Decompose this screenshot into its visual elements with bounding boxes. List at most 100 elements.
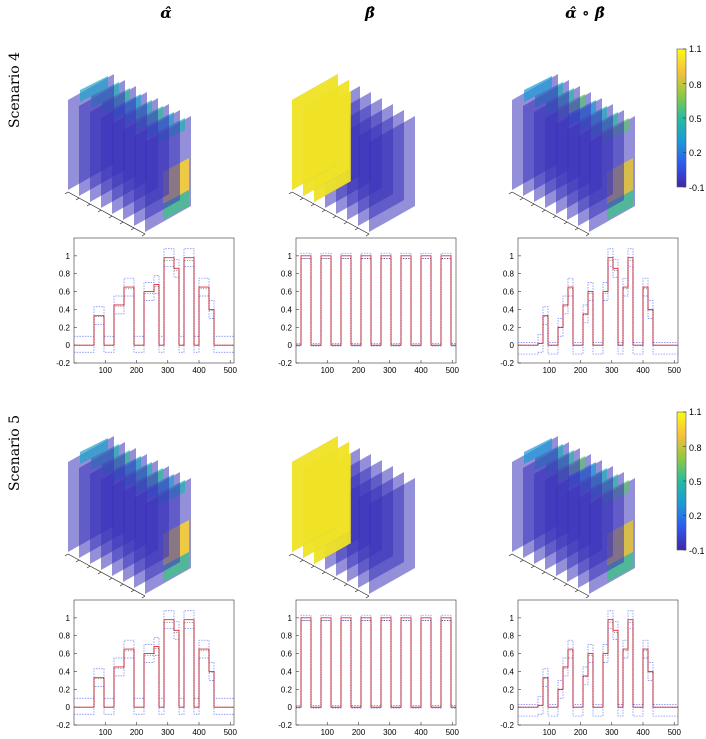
x-tick-label: 200 bbox=[130, 366, 144, 375]
slice bbox=[68, 74, 114, 190]
x-tick-label: 400 bbox=[414, 728, 428, 737]
colorbar-1-tick-4: -0.1 bbox=[689, 183, 705, 193]
y-tick-label: 0.8 bbox=[503, 632, 515, 641]
y-tick-label: 0 bbox=[288, 703, 293, 712]
y-tick-label: -0.2 bbox=[500, 721, 514, 730]
y-tick-label: 0.2 bbox=[59, 323, 71, 332]
x-tick-label: 200 bbox=[130, 728, 144, 737]
y-tick-label: 0.8 bbox=[59, 632, 71, 641]
x-tick-label: 400 bbox=[192, 728, 206, 737]
y-tick-label: -0.2 bbox=[500, 359, 514, 368]
upper-band-line bbox=[518, 610, 678, 705]
y-tick-label: -0.2 bbox=[56, 359, 70, 368]
colorbar-2-tick-2: 0.5 bbox=[689, 477, 702, 487]
y-tick-label: 0.2 bbox=[281, 685, 293, 694]
upper-band-line bbox=[518, 248, 678, 343]
colorbar-1-tick-3: 0.2 bbox=[689, 148, 702, 158]
x-tick-label: 500 bbox=[668, 366, 682, 375]
y-tick-label: 0.6 bbox=[281, 288, 293, 297]
x-tick-label: 300 bbox=[605, 728, 619, 737]
lower-band-line bbox=[518, 266, 678, 355]
slice bbox=[512, 74, 558, 190]
plot-frame bbox=[73, 237, 235, 364]
x-tick-label: 400 bbox=[636, 366, 650, 375]
plot-frame bbox=[517, 599, 679, 726]
x-tick-label: 200 bbox=[352, 366, 366, 375]
y-tick-label: 0.4 bbox=[59, 305, 71, 314]
y-tick-label: 0 bbox=[510, 341, 515, 350]
y-tick-label: 0.6 bbox=[503, 650, 515, 659]
x-tick-label: 200 bbox=[574, 728, 588, 737]
colorbar-1-tick-2: 0.5 bbox=[689, 114, 702, 124]
column-title-alpha: α̂ bbox=[160, 4, 172, 22]
y-tick-label: 0 bbox=[66, 341, 71, 350]
y-tick-label: 0.4 bbox=[503, 667, 515, 676]
truth-line bbox=[296, 620, 456, 708]
y-tick-label: 0 bbox=[288, 341, 293, 350]
plot-frame bbox=[295, 237, 457, 364]
y-tick-label: 0.2 bbox=[503, 323, 515, 332]
colorbar-1-tick-1: 0.8 bbox=[689, 80, 702, 90]
y-tick-label: 1 bbox=[288, 252, 293, 261]
x-tick-label: 100 bbox=[321, 728, 335, 737]
slice-volume-alpha-2 bbox=[64, 436, 191, 599]
plot-frame bbox=[517, 237, 679, 364]
y-tick-label: 0 bbox=[510, 703, 515, 712]
slice bbox=[512, 436, 558, 552]
y-tick-label: -0.2 bbox=[56, 721, 70, 730]
x-tick-label: 500 bbox=[224, 728, 238, 737]
y-tick-label: 1 bbox=[510, 614, 515, 623]
x-tick-label: 300 bbox=[605, 366, 619, 375]
y-tick-label: 0.4 bbox=[59, 667, 71, 676]
y-tick-label: 1 bbox=[288, 614, 293, 623]
truth-line bbox=[518, 260, 678, 346]
x-tick-label: 500 bbox=[224, 366, 238, 375]
truth-line bbox=[296, 258, 456, 346]
slice-volume-beta-1 bbox=[288, 74, 415, 237]
slice bbox=[292, 436, 338, 552]
colorbar-2-tick-1: 0.8 bbox=[689, 443, 702, 453]
x-tick-label: 500 bbox=[446, 366, 460, 375]
y-tick-label: 0.4 bbox=[281, 667, 293, 676]
line-chart-alpha-2: -0.2 0 0.2 0.4 0.6 0.8 1 100 200 300 400 500 bbox=[56, 599, 238, 737]
y-tick-label: 0.6 bbox=[281, 650, 293, 659]
colorbar-2-tick-0: 1.1 bbox=[689, 407, 702, 417]
y-tick-label: 0.6 bbox=[503, 288, 515, 297]
y-tick-label: 0.4 bbox=[281, 305, 293, 314]
x-tick-label: 300 bbox=[161, 366, 175, 375]
y-tick-label: 0.8 bbox=[59, 270, 71, 279]
x-tick-label: 400 bbox=[192, 366, 206, 375]
y-tick-label: 1 bbox=[66, 614, 71, 623]
x-tick-label: 200 bbox=[352, 728, 366, 737]
y-tick-label: 0.2 bbox=[503, 685, 515, 694]
line-chart-alpha-1: -0.2 0 0.2 0.4 0.6 0.8 1 100 200 300 400 500 bbox=[56, 237, 238, 375]
slice-volume-beta-2 bbox=[288, 436, 415, 599]
y-tick-label: 0.2 bbox=[281, 323, 293, 332]
x-tick-label: 100 bbox=[99, 728, 113, 737]
truth-line bbox=[74, 622, 234, 708]
x-tick-label: 500 bbox=[668, 728, 682, 737]
slice bbox=[68, 436, 114, 552]
y-tick-label: 0.6 bbox=[59, 288, 71, 297]
y-tick-label: 0 bbox=[66, 703, 71, 712]
x-tick-label: 100 bbox=[321, 366, 335, 375]
line-chart-alpha_beta-2: -0.2 0 0.2 0.4 0.6 0.8 1 100 200 300 400 500 bbox=[500, 599, 682, 737]
slice-volume-alpha-1 bbox=[64, 74, 191, 237]
y-tick-label: -0.2 bbox=[278, 359, 292, 368]
colorbar-2-tick-3: 0.2 bbox=[689, 511, 702, 521]
plot-frame bbox=[73, 599, 235, 726]
y-tick-label: 0.8 bbox=[281, 632, 293, 641]
x-tick-label: 400 bbox=[636, 728, 650, 737]
truth-line bbox=[74, 260, 234, 346]
y-tick-label: 0.8 bbox=[281, 270, 293, 279]
column-title-beta: β̂ bbox=[365, 4, 375, 22]
slice bbox=[292, 74, 338, 190]
x-tick-label: 300 bbox=[383, 366, 397, 375]
x-tick-label: 300 bbox=[161, 728, 175, 737]
line-chart-beta-1: -0.2 0 0.2 0.4 0.6 0.8 1 100 200 300 400 500 bbox=[278, 237, 460, 375]
x-tick-label: 200 bbox=[574, 366, 588, 375]
y-tick-label: 0.2 bbox=[59, 685, 71, 694]
slice-volume-ab-2 bbox=[508, 436, 635, 599]
column-title-alpha-beta: α̂ ∘ β̂ bbox=[565, 4, 605, 22]
